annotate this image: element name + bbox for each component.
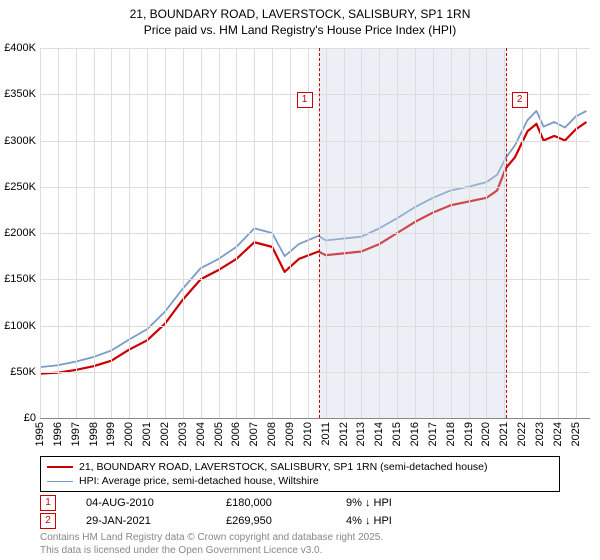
x-axis-label: 2017: [427, 422, 439, 446]
y-axis-label: £250K: [4, 181, 36, 193]
legend-box: 21, BOUNDARY ROAD, LAVERSTOCK, SALISBURY…: [40, 456, 560, 492]
x-axis-label: 2011: [320, 422, 332, 446]
legend-label-hpi: HPI: Average price, semi-detached house,…: [79, 475, 319, 487]
y-axis-label: £50K: [10, 366, 36, 378]
x-axis-label: 2006: [230, 422, 242, 446]
x-axis-label: 2013: [355, 422, 367, 446]
x-axis-label: 2019: [463, 422, 475, 446]
event-row: 1 04-AUG-2010 £180,000 9% ↓ HPI: [40, 494, 560, 512]
event-date: 04-AUG-2010: [86, 497, 196, 509]
x-axis-label: 1996: [52, 422, 64, 446]
y-axis-label: £350K: [4, 88, 36, 100]
legend-swatch-hpi: [47, 481, 73, 482]
x-axis-label: 2016: [409, 422, 421, 446]
x-axis-label: 2018: [445, 422, 457, 446]
chart-marker: 2: [512, 92, 528, 108]
x-axis-label: 2025: [570, 422, 582, 446]
x-axis-label: 2023: [534, 422, 546, 446]
x-axis-label: 2021: [498, 422, 510, 446]
footer-line-2: This data is licensed under the Open Gov…: [40, 545, 383, 558]
x-axis-label: 2009: [284, 422, 296, 446]
y-axis-label: £150K: [4, 273, 36, 285]
title-line-1: 21, BOUNDARY ROAD, LAVERSTOCK, SALISBURY…: [0, 6, 600, 22]
x-axis-label: 2014: [373, 422, 385, 446]
footer-line-1: Contains HM Land Registry data © Crown c…: [40, 532, 383, 545]
y-axis-label: £200K: [4, 227, 36, 239]
x-axis-label: 2002: [159, 422, 171, 446]
event-delta: 9% ↓ HPI: [346, 497, 392, 509]
x-axis-label: 2015: [391, 422, 403, 446]
y-axis-label: £300K: [4, 135, 36, 147]
chart-marker: 1: [297, 92, 313, 108]
legend-label-price-paid: 21, BOUNDARY ROAD, LAVERSTOCK, SALISBURY…: [79, 461, 488, 473]
x-axis-label: 2007: [248, 422, 260, 446]
event-price: £180,000: [226, 497, 316, 509]
x-axis-label: 2008: [266, 422, 278, 446]
event-marker-2: 2: [40, 513, 56, 529]
x-axis-label: 1999: [105, 422, 117, 446]
y-axis-label: £100K: [4, 320, 36, 332]
x-axis-label: 1995: [34, 422, 46, 446]
title-line-2: Price paid vs. HM Land Registry's House …: [0, 22, 600, 38]
x-axis-label: 1998: [88, 422, 100, 446]
event-row: 2 29-JAN-2021 £269,950 4% ↓ HPI: [40, 512, 560, 530]
footer-text: Contains HM Land Registry data © Crown c…: [40, 532, 383, 557]
x-axis-label: 2020: [480, 422, 492, 446]
x-axis-label: 2010: [302, 422, 314, 446]
y-axis-label: £400K: [4, 42, 36, 54]
price-chart: £0£50K£100K£150K£200K£250K£300K£350K£400…: [40, 48, 590, 418]
x-axis-label: 1997: [70, 422, 82, 446]
event-marker-1: 1: [40, 495, 56, 511]
events-table: 1 04-AUG-2010 £180,000 9% ↓ HPI 2 29-JAN…: [40, 494, 560, 530]
x-axis-label: 2003: [177, 422, 189, 446]
x-axis-label: 2022: [516, 422, 528, 446]
x-axis-label: 2005: [213, 422, 225, 446]
legend-item-price-paid: 21, BOUNDARY ROAD, LAVERSTOCK, SALISBURY…: [47, 460, 553, 474]
event-price: £269,950: [226, 515, 316, 527]
legend-swatch-price-paid: [47, 466, 73, 468]
x-axis-label: 2000: [123, 422, 135, 446]
chart-title: 21, BOUNDARY ROAD, LAVERSTOCK, SALISBURY…: [0, 0, 600, 38]
x-axis-label: 2004: [195, 422, 207, 446]
x-axis-label: 2024: [552, 422, 564, 446]
x-axis-label: 2012: [338, 422, 350, 446]
event-delta: 4% ↓ HPI: [346, 515, 392, 527]
legend-item-hpi: HPI: Average price, semi-detached house,…: [47, 474, 553, 488]
x-axis-label: 2001: [141, 422, 153, 446]
event-date: 29-JAN-2021: [86, 515, 196, 527]
